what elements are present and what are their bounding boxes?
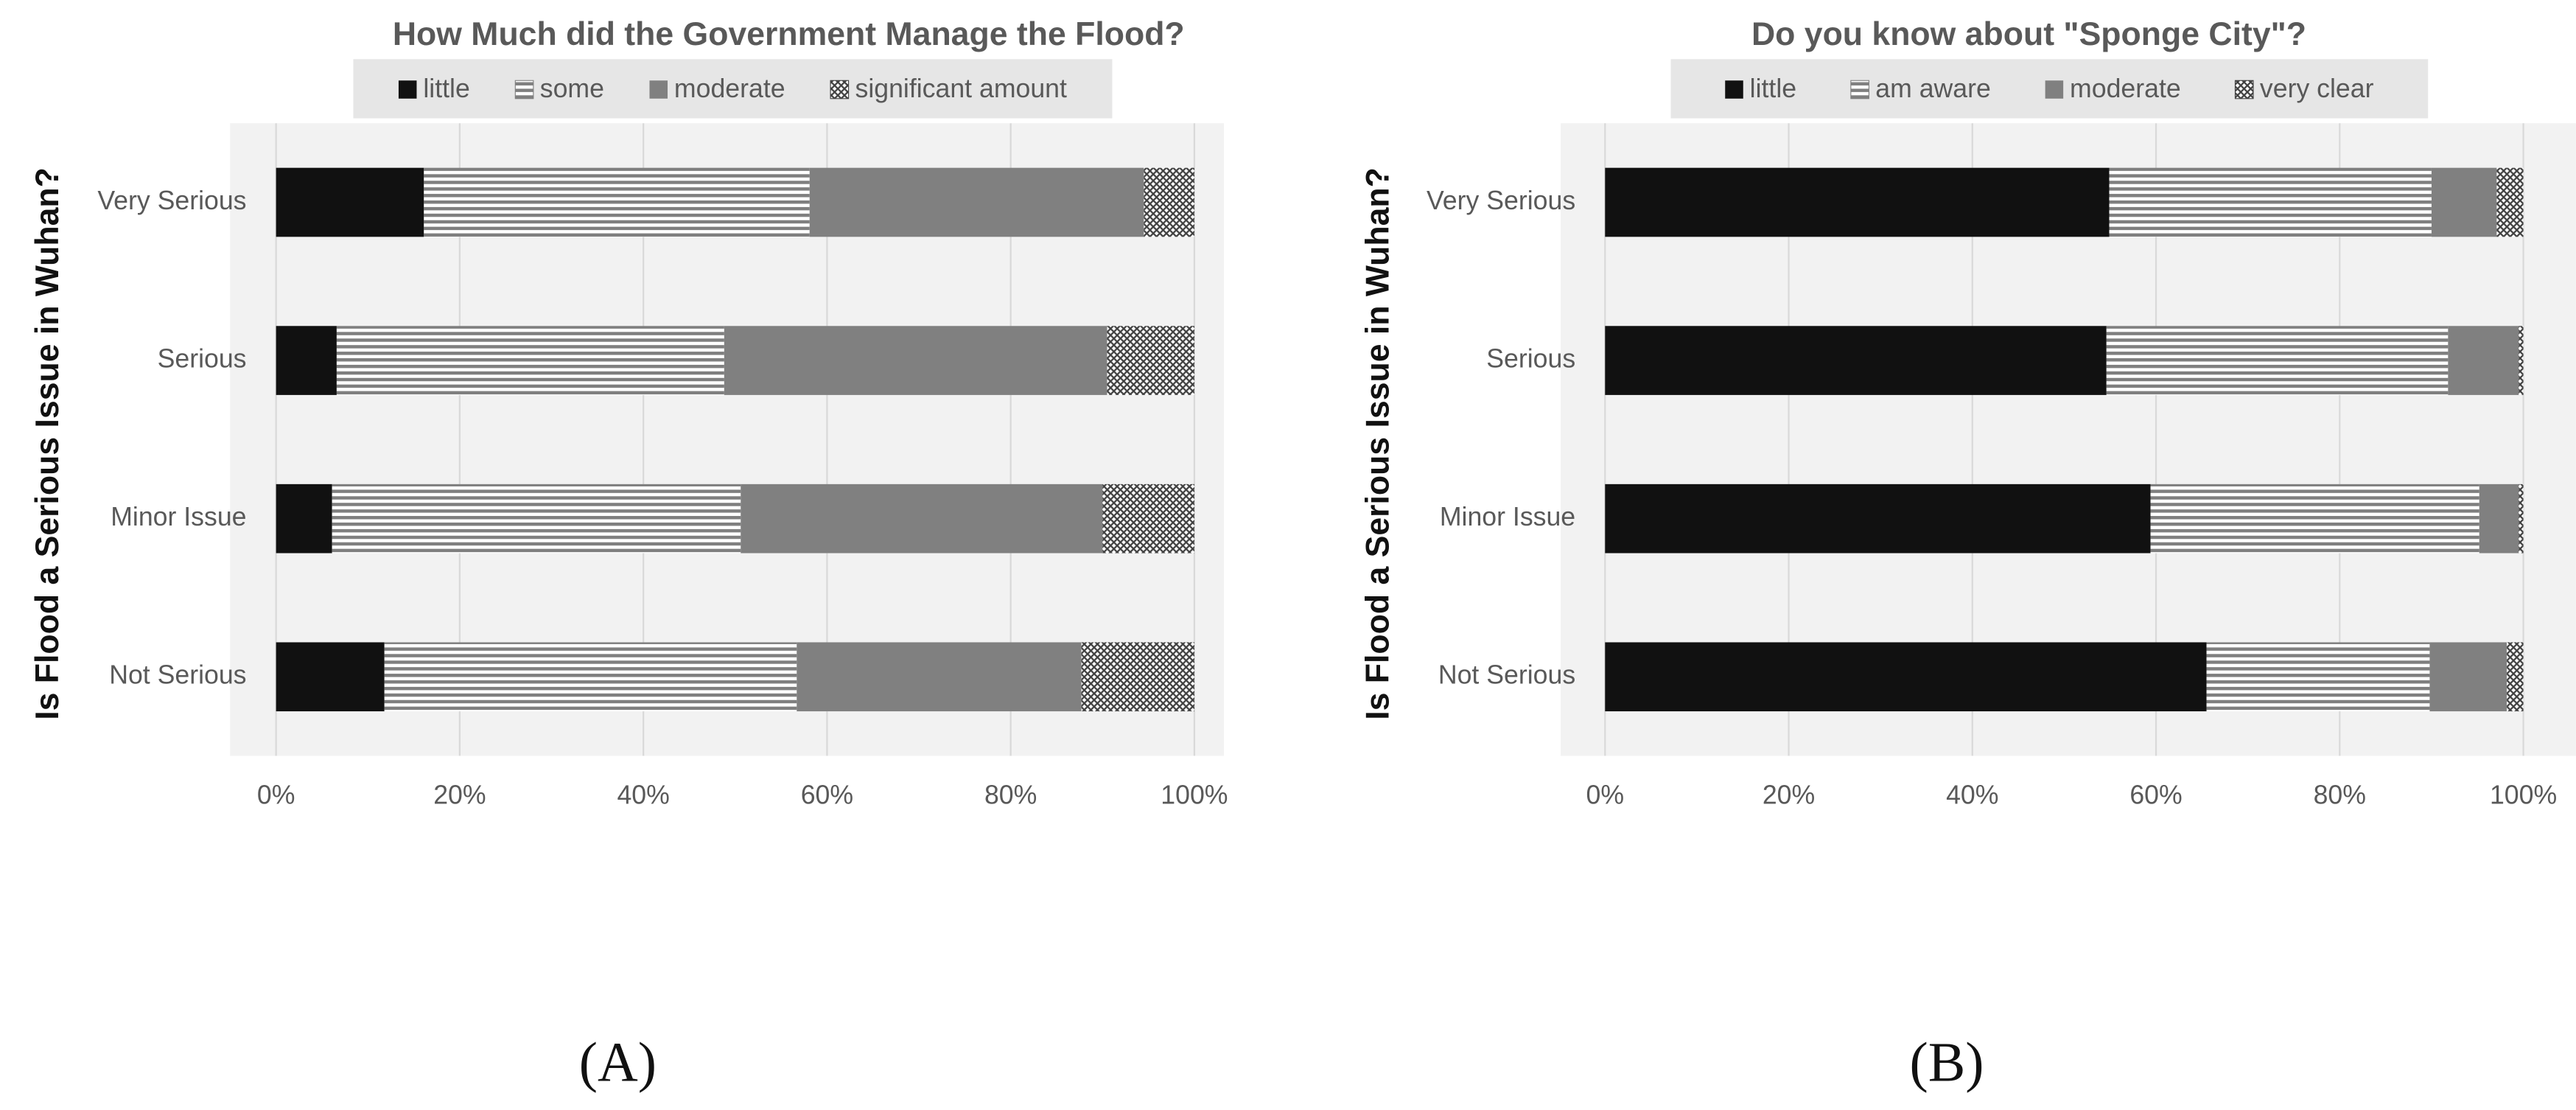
x-tick-label: 60% <box>2129 781 2182 810</box>
legend-swatch <box>514 80 534 100</box>
bar-segment <box>1605 326 2107 395</box>
legend-swatch <box>1725 80 1743 99</box>
x-tick-label: 0% <box>1586 781 1625 810</box>
chart-title: Do you know about "Sponge City"? <box>1751 16 2306 52</box>
bar-segment <box>2106 326 2449 395</box>
x-tick-label: 20% <box>1763 781 1815 810</box>
x-tick-label: 100% <box>1161 781 1228 810</box>
bar-segment <box>797 642 1082 712</box>
bar-segment <box>1081 642 1194 712</box>
x-tick-label: 80% <box>984 781 1037 810</box>
y-tick-label: Not Serious <box>1438 660 1575 690</box>
bar-segment <box>2429 642 2507 712</box>
legend-label: am aware <box>1875 74 1991 103</box>
legend-swatch <box>398 80 417 99</box>
legend-label: some <box>540 74 604 103</box>
legend-label: little <box>423 74 469 103</box>
bar-segment <box>276 484 332 554</box>
y-axis-title: Is Flood a Serious Issue in Wuhan? <box>1360 167 1396 720</box>
bar-segment <box>332 484 741 554</box>
bar-segment <box>1605 484 2151 554</box>
bar-segment <box>276 167 424 237</box>
x-tick-label: 100% <box>2490 781 2557 810</box>
bar-segment <box>1144 167 1194 237</box>
y-tick-label: Serious <box>1486 344 1575 374</box>
legend-label: very clear <box>2260 74 2374 103</box>
legend-label: little <box>1750 74 1796 103</box>
y-tick-label: Minor Issue <box>1440 502 1575 531</box>
bar-segment <box>2479 484 2519 554</box>
bar-segment <box>276 642 385 712</box>
bar-segment <box>336 326 724 395</box>
y-axis-title: Is Flood a Serious Issue in Wuhan? <box>29 167 66 720</box>
x-tick-label: 80% <box>2314 781 2366 810</box>
bar-segment <box>724 326 1107 395</box>
legend-label: significant amount <box>855 74 1067 103</box>
legend-label: moderate <box>674 74 785 103</box>
legend-box <box>353 59 1113 119</box>
bar-segment <box>2519 326 2524 395</box>
bar-segment <box>2431 167 2497 237</box>
bar-segment <box>2150 484 2479 554</box>
panel-label: (A) <box>579 1032 657 1094</box>
bar-segment <box>1102 484 1194 554</box>
y-tick-label: Not Serious <box>109 660 246 690</box>
bar-segment <box>2519 484 2524 554</box>
bar-segment <box>2109 167 2432 237</box>
legend-swatch <box>830 80 850 100</box>
y-tick-label: Very Serious <box>1427 186 1575 215</box>
legend-label: moderate <box>2070 74 2181 103</box>
y-tick-label: Minor Issue <box>111 502 246 531</box>
bar-segment <box>2448 326 2519 395</box>
legend-swatch <box>1850 80 1869 100</box>
bar-segment <box>1605 167 2110 237</box>
x-tick-label: 40% <box>1946 781 1998 810</box>
bar-segment <box>809 167 1144 237</box>
bar-segment <box>1605 642 2207 712</box>
bar-segment <box>741 484 1103 554</box>
bar-segment <box>2496 167 2524 237</box>
y-tick-label: Very Serious <box>97 186 246 215</box>
panel-label: (B) <box>1909 1032 1984 1094</box>
x-tick-label: 40% <box>617 781 669 810</box>
chart-title: How Much did the Government Manage the F… <box>393 16 1185 52</box>
legend-swatch <box>649 80 668 99</box>
bar-segment <box>2507 642 2524 712</box>
bar-segment <box>384 642 797 712</box>
bar-segment <box>2206 642 2430 712</box>
legend-swatch <box>2045 80 2064 99</box>
x-tick-label: 20% <box>433 781 486 810</box>
bar-segment <box>424 167 810 237</box>
legend-swatch <box>2234 80 2254 100</box>
bar-segment <box>276 326 337 395</box>
bar-segment <box>1107 326 1194 395</box>
x-tick-label: 0% <box>257 781 295 810</box>
y-tick-label: Serious <box>158 344 247 374</box>
x-tick-label: 60% <box>801 781 853 810</box>
